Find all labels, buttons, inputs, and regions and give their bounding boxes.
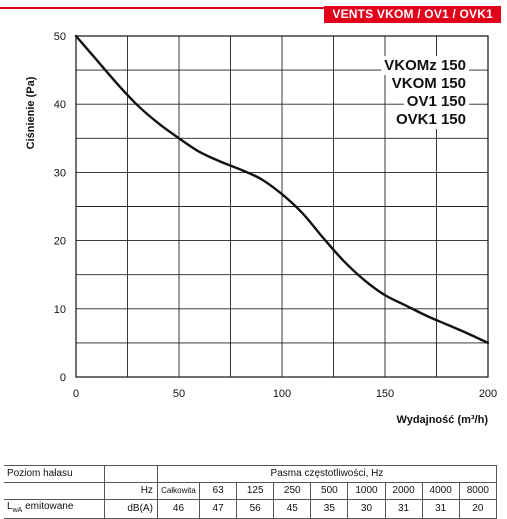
band-value: 30 [347,499,386,519]
model-label: OV1 150 [407,93,466,110]
y-tick-label: 0 [60,372,66,384]
tick-labels: 0 50 100 150 200 0 10 20 30 40 50 [54,31,497,400]
pressure-flow-chart: 0 50 100 150 200 0 10 20 30 40 50 Ciśnienie (Pa) W… [25,31,497,426]
x-tick-label: 100 [273,388,291,400]
total-label: Całkowita [156,482,201,500]
band-value: 31 [421,499,460,519]
x-tick-label: 200 [479,388,497,400]
unit-label: dB(A) [103,499,158,519]
x-tick-label: 0 [73,388,79,400]
frequency-bands-header: Pasma częstotliwości, Hz [156,465,498,483]
hz-label: Hz [103,482,158,500]
series-line [74,34,490,345]
band-header: 8000 [458,482,498,500]
x-tick-label: 50 [173,388,185,400]
model-label-background [403,92,469,111]
model-label: OVK1 150 [396,111,466,128]
model-label-background [388,74,469,93]
band-header: 4000 [421,482,460,500]
model-label-background [381,56,469,75]
chart-grid [76,35,488,377]
noise-level-table: Poziom hałasu Pasma częstotliwości, Hz H… [4,465,498,519]
band-value: 56 [236,499,275,519]
x-tick-label: 150 [376,388,394,400]
band-header: 63 [199,482,238,500]
noise-level-label: Poziom hałasu [4,465,105,483]
y-tick-label: 30 [54,167,66,179]
band-header: 250 [273,482,312,500]
total-value: 46 [156,499,201,519]
model-label: VKOMz 150 [384,57,466,74]
y-tick-label: 40 [54,99,66,111]
band-value: 35 [310,499,349,519]
x-axis-title: Wydajność (m³/h) [397,414,489,426]
band-header: 500 [310,482,349,500]
emission-row-label: LwA emitowane [4,499,105,519]
plot-frame [75,35,489,378]
band-header: 2000 [384,482,423,500]
model-label: VKOM 150 [392,75,466,92]
brand-tag: VENTS VKOM / OV1 / OVK1 [324,6,501,23]
model-label-background [392,110,469,129]
y-axis-title: Ciśnienie (Pa) [25,76,37,149]
y-tick-label: 20 [54,236,66,248]
band-value: 45 [273,499,312,519]
band-value: 31 [384,499,423,519]
band-value: 47 [199,499,238,519]
band-header: 125 [236,482,275,500]
band-value: 20 [458,499,498,519]
header-divider [0,7,501,9]
y-tick-label: 10 [54,304,66,316]
y-tick-label: 50 [54,31,66,43]
band-header: 1000 [347,482,386,500]
